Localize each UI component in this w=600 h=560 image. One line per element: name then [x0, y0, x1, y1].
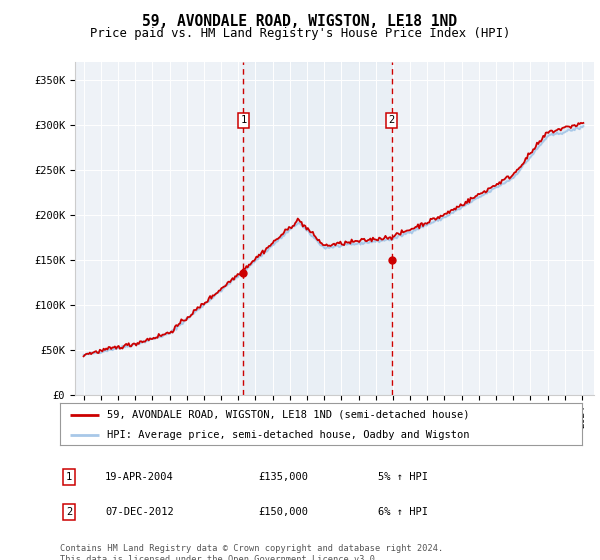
- Bar: [244, 62, 392, 395]
- Text: HPI: Average price, semi-detached house, Oadby and Wigston: HPI: Average price, semi-detached house,…: [107, 430, 469, 440]
- Text: 19-APR-2004: 19-APR-2004: [105, 472, 174, 482]
- Text: 59, AVONDALE ROAD, WIGSTON, LE18 1ND: 59, AVONDALE ROAD, WIGSTON, LE18 1ND: [143, 14, 458, 29]
- Text: 2: 2: [388, 115, 395, 125]
- Text: 1: 1: [66, 472, 72, 482]
- Text: £135,000: £135,000: [258, 472, 308, 482]
- Text: 1: 1: [240, 115, 247, 125]
- Text: 59, AVONDALE ROAD, WIGSTON, LE18 1ND (semi-detached house): 59, AVONDALE ROAD, WIGSTON, LE18 1ND (se…: [107, 410, 469, 420]
- Text: 2: 2: [66, 507, 72, 517]
- Text: 6% ↑ HPI: 6% ↑ HPI: [378, 507, 428, 517]
- Text: £150,000: £150,000: [258, 507, 308, 517]
- Text: 5% ↑ HPI: 5% ↑ HPI: [378, 472, 428, 482]
- Text: Price paid vs. HM Land Registry's House Price Index (HPI): Price paid vs. HM Land Registry's House …: [90, 27, 510, 40]
- Text: Contains HM Land Registry data © Crown copyright and database right 2024.
This d: Contains HM Land Registry data © Crown c…: [60, 544, 443, 560]
- Text: 07-DEC-2012: 07-DEC-2012: [105, 507, 174, 517]
